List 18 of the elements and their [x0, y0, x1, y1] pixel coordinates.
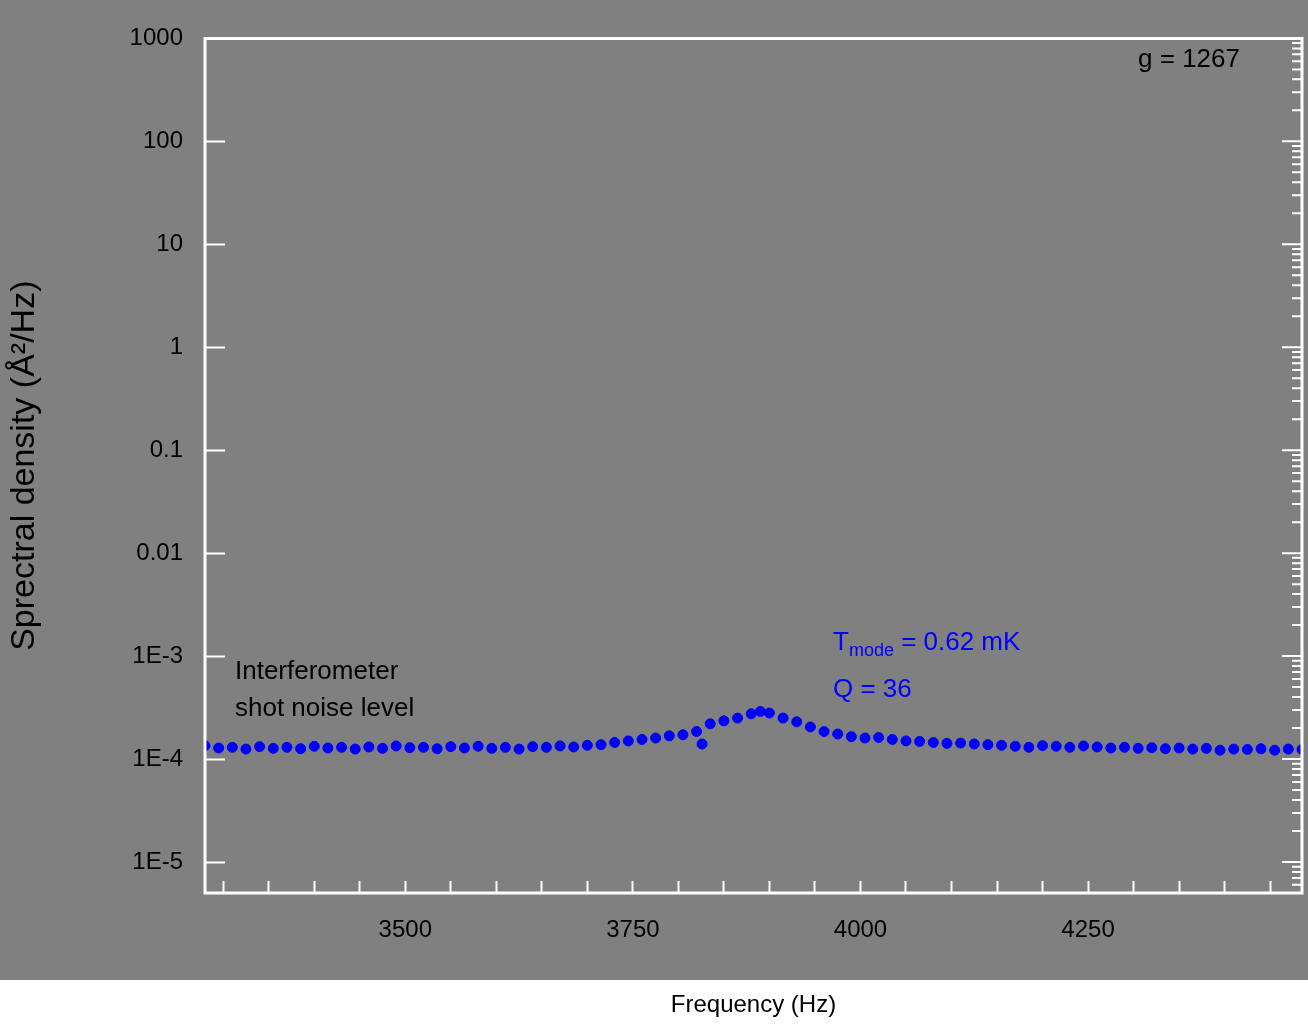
x-tick-label: 4000 [833, 915, 888, 943]
annotation: Q = 36 [833, 673, 912, 704]
y-tick-label: 1E-4 [132, 743, 183, 771]
y-tick-label: 100 [142, 125, 183, 153]
x-tick-label: 3750 [606, 915, 660, 943]
y-tick-label: 0.1 [149, 434, 183, 462]
x-tick-label: 3500 [378, 915, 432, 943]
y-tick-label: 0.01 [136, 537, 183, 565]
annotation: g = 1267 [1138, 43, 1241, 74]
annotation: Interferometer shot noise level [235, 655, 415, 723]
x-tick-label: 4250 [1061, 915, 1115, 943]
y-axis-title: Sprectral density (Å²/Hz) [2, 280, 41, 651]
y-tick-label: 1000 [129, 23, 183, 51]
y-tick-label: 10 [156, 228, 183, 256]
y-tick-label: 1E-3 [132, 640, 183, 668]
y-tick-label: 1 [169, 331, 183, 359]
y-tick-label: 1E-5 [132, 846, 183, 874]
x-axis-title: Frequency (Hz) [670, 990, 837, 1018]
